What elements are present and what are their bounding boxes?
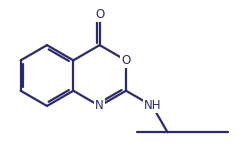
Text: O: O bbox=[95, 8, 104, 21]
Text: N: N bbox=[95, 99, 104, 112]
Text: O: O bbox=[121, 54, 131, 67]
Text: NH: NH bbox=[144, 99, 161, 112]
